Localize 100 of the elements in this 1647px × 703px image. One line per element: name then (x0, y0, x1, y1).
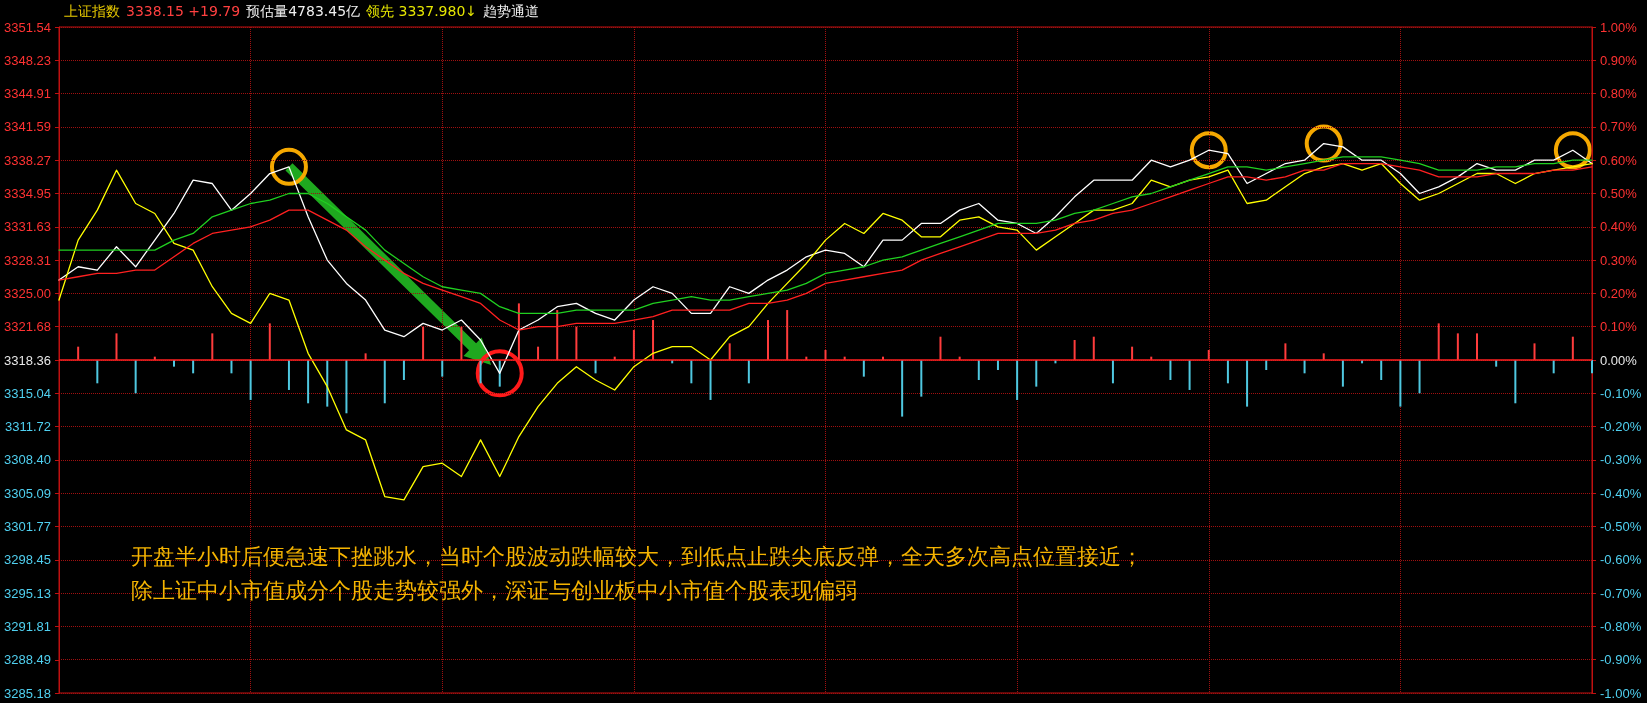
bar (1284, 343, 1287, 360)
bar (556, 310, 559, 360)
y2-tick-label: -0.70% (1600, 585, 1642, 601)
bar (996, 360, 999, 370)
y2-tick-label: -0.60% (1600, 552, 1642, 568)
bar (1437, 323, 1440, 360)
bar (1591, 360, 1593, 374)
bar (115, 333, 118, 360)
bar (1092, 336, 1095, 360)
y-tick-label: 3295.13 (4, 585, 51, 601)
bar (249, 360, 252, 400)
text: 领先 3337.980↓ (366, 3, 478, 19)
y-tick-label: 3298.45 (4, 552, 51, 568)
y2-tick-label: 0.30% (1600, 252, 1638, 268)
y2-tick-label: 0.10% (1600, 319, 1638, 335)
bar (652, 320, 655, 360)
bar (690, 360, 693, 384)
bar (920, 360, 923, 397)
y-tick-label: 3348.23 (4, 52, 51, 68)
bar (1169, 360, 1172, 380)
bar (326, 360, 329, 407)
y2-tick-label: -0.80% (1600, 618, 1642, 634)
y2-tick-label: 1.00% (1600, 19, 1638, 35)
y-tick-label: 3305.09 (4, 485, 51, 501)
annotation: 开盘半小时后便急速下挫跳水，当时个股波动跌幅较大，到低点止跌尖底反弹，全天多次高点位置接近； (131, 543, 1143, 571)
y2-tick-label: -0.90% (1600, 652, 1642, 668)
bar (575, 326, 578, 360)
bar (287, 360, 290, 390)
y2-tick-label: -0.40% (1600, 485, 1642, 501)
bar (517, 303, 520, 360)
bar (1207, 350, 1210, 360)
bar (1380, 360, 1383, 380)
bar (1111, 360, 1114, 384)
text: 预估量4783.45亿 (246, 3, 361, 19)
y-tick-label: 3301.77 (4, 519, 51, 534)
y-tick-label: 3308.40 (4, 452, 51, 468)
y-tick-label: 3315.04 (4, 385, 51, 401)
bar (441, 360, 444, 377)
bar (747, 360, 750, 384)
bar (1265, 360, 1268, 370)
y2-tick-label: 0.60% (1600, 152, 1638, 168)
y2-tick-label: 0.20% (1600, 285, 1638, 301)
y2-tick-label: 0.00% (1600, 352, 1638, 368)
bar (1341, 360, 1344, 387)
y-tick-label: 3344.91 (4, 86, 51, 102)
y-tick-label: 3291.81 (4, 618, 51, 634)
bar (1399, 360, 1402, 407)
bar (977, 360, 980, 380)
text: 趋势通道 (483, 3, 540, 19)
bar (268, 323, 271, 360)
bar (1533, 343, 1536, 360)
y2-tick-label: -1.00% (1600, 685, 1642, 701)
y-tick-label: 3328.31 (4, 252, 51, 268)
y-tick-label: 3338.27 (4, 152, 51, 168)
y-tick-label: 3325.00 (4, 285, 51, 301)
y2-tick-label: 0.80% (1600, 86, 1638, 102)
bar (786, 310, 789, 360)
annotation: 除上证中小市值成分个股走势较强外，深证与创业板中小市值个股表现偏弱 (131, 577, 858, 605)
y-tick-label: 3321.68 (4, 319, 51, 335)
bar (1476, 333, 1479, 360)
y-tick-label: 3285.18 (4, 685, 51, 701)
y-tick-label: 3318.36 (4, 352, 51, 368)
bar (767, 320, 770, 360)
bar (479, 360, 482, 384)
y2-tick-label: -0.50% (1600, 519, 1642, 534)
y2-tick-label: -0.20% (1600, 419, 1642, 435)
bar (345, 360, 348, 414)
y-tick-label: 3341.59 (4, 119, 51, 135)
bar (1035, 360, 1038, 387)
y-tick-label: 3334.95 (4, 186, 51, 201)
bar (1016, 360, 1019, 400)
bar (901, 360, 904, 417)
y-tick-label: 3288.49 (4, 652, 51, 668)
y2-tick-label: -0.30% (1600, 452, 1642, 468)
bar (632, 330, 635, 360)
bar (824, 350, 827, 360)
bar (1418, 360, 1421, 394)
bar (728, 343, 731, 360)
bar (1571, 336, 1574, 360)
y2-tick-label: 0.70% (1600, 119, 1638, 135)
bar (862, 360, 865, 377)
bar (460, 326, 463, 360)
bar (1073, 340, 1076, 360)
y2-tick-label: 0.90% (1600, 52, 1638, 68)
bar (1456, 333, 1459, 360)
bar (939, 336, 942, 360)
bar (96, 360, 99, 384)
y-tick-label: 3311.72 (4, 419, 51, 435)
y2-tick-label: 0.40% (1600, 219, 1638, 235)
bar (307, 360, 310, 404)
y-tick-label: 3351.54 (4, 19, 51, 35)
bar (422, 326, 425, 360)
bar (1226, 360, 1229, 384)
bar (402, 360, 405, 380)
bar (383, 360, 386, 404)
y2-tick-label: -0.10% (1600, 385, 1642, 401)
text: 3338.15 +19.79 (126, 3, 241, 19)
bar (709, 360, 712, 400)
bar (1514, 360, 1517, 404)
bar (134, 360, 137, 394)
